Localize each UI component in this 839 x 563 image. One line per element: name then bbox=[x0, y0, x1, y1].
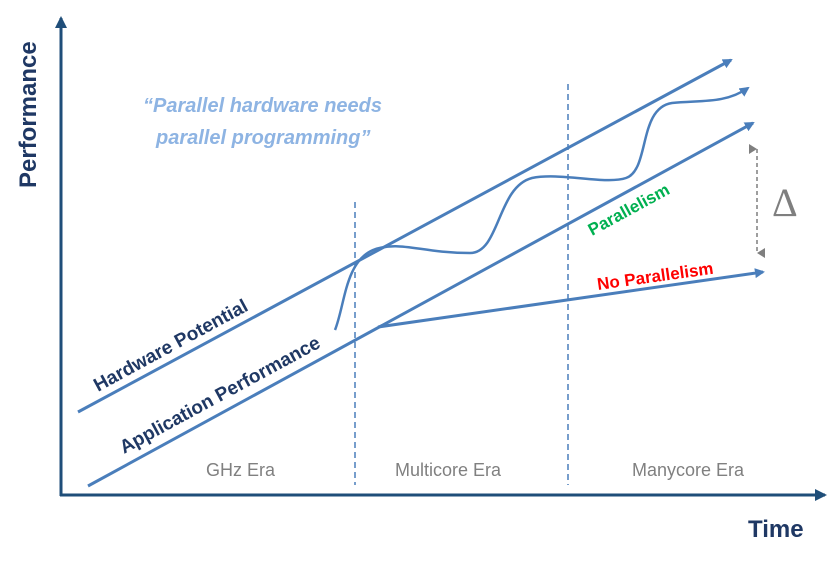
era-label-manycore: Manycore Era bbox=[632, 460, 745, 480]
era-label-ghz: GHz Era bbox=[206, 460, 276, 480]
hardware-potential-line bbox=[77, 58, 733, 414]
quote-line-1: “Parallel hardware needs bbox=[143, 95, 382, 117]
application-performance-line bbox=[87, 121, 755, 488]
no-parallelism-line bbox=[377, 268, 765, 329]
quote-line-2: parallel programming” bbox=[155, 127, 371, 149]
era-label-multicore: Multicore Era bbox=[395, 460, 502, 480]
application-wave-curve bbox=[333, 86, 750, 331]
parallelism-label: Parallelism bbox=[585, 180, 673, 240]
delta-symbol: Δ bbox=[772, 180, 798, 225]
x-axis-title: Time bbox=[748, 516, 804, 543]
y-axis-title: Performance bbox=[15, 41, 42, 188]
